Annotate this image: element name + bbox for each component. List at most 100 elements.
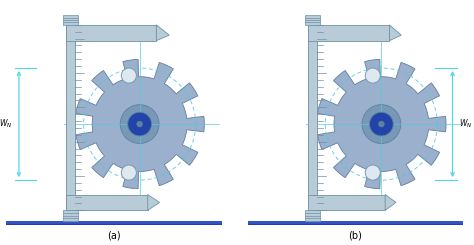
Bar: [248, 223, 463, 225]
Bar: [248, 222, 463, 224]
Bar: [248, 222, 463, 224]
Circle shape: [121, 68, 137, 83]
Bar: [248, 222, 463, 224]
Bar: [248, 222, 463, 225]
Bar: [248, 223, 463, 225]
Bar: [6, 222, 221, 224]
Bar: [248, 221, 463, 223]
Polygon shape: [148, 195, 160, 210]
Bar: [248, 222, 463, 225]
Polygon shape: [156, 25, 169, 41]
Polygon shape: [318, 59, 446, 189]
Bar: [248, 222, 463, 224]
Bar: [6, 223, 221, 225]
Bar: [248, 221, 463, 223]
Bar: [6, 223, 221, 225]
Bar: [248, 223, 463, 225]
Bar: [248, 222, 463, 224]
Bar: [248, 223, 463, 225]
Bar: [6, 223, 221, 225]
Bar: [248, 221, 463, 223]
Bar: [6, 223, 221, 225]
Bar: [6, 223, 221, 225]
Bar: [248, 223, 463, 225]
Bar: [6, 221, 221, 223]
Bar: [248, 222, 463, 224]
Bar: [6, 222, 221, 225]
Bar: [6, 221, 221, 223]
Bar: [6, 223, 221, 225]
Bar: [248, 222, 463, 224]
Bar: [308, 25, 390, 41]
Bar: [6, 223, 221, 225]
Bar: [248, 223, 463, 225]
Bar: [248, 222, 463, 224]
Bar: [248, 223, 463, 225]
Bar: [248, 222, 463, 224]
Circle shape: [137, 121, 143, 127]
Bar: [6, 222, 221, 224]
Bar: [6, 222, 221, 224]
Bar: [6, 221, 221, 223]
Bar: [6, 221, 221, 223]
Bar: [6, 223, 221, 225]
Bar: [248, 222, 463, 224]
Bar: [6, 222, 221, 224]
Bar: [248, 223, 463, 225]
Bar: [6, 223, 221, 225]
Bar: [6, 222, 221, 225]
Text: $W_N$: $W_N$: [0, 118, 12, 130]
Bar: [6, 222, 221, 224]
Bar: [248, 222, 463, 224]
Circle shape: [121, 165, 137, 180]
Bar: [248, 222, 463, 224]
Bar: [248, 222, 463, 225]
Bar: [6, 223, 221, 225]
Bar: [248, 223, 463, 225]
Bar: [248, 221, 463, 223]
Bar: [6, 222, 221, 224]
Bar: [248, 221, 463, 223]
Bar: [248, 223, 463, 225]
Bar: [248, 221, 463, 224]
Bar: [6, 222, 221, 224]
Circle shape: [370, 112, 393, 136]
Bar: [6, 221, 221, 223]
Bar: [6, 222, 221, 224]
Bar: [6, 223, 221, 225]
Bar: [6, 222, 221, 224]
Bar: [248, 221, 463, 224]
Bar: [248, 222, 463, 225]
Bar: [248, 223, 463, 225]
Bar: [6, 222, 221, 224]
Bar: [248, 221, 463, 223]
Bar: [6, 223, 221, 225]
Bar: [248, 223, 463, 225]
Bar: [6, 222, 221, 224]
Bar: [6, 222, 221, 224]
Bar: [6, 221, 221, 224]
Bar: [248, 223, 463, 225]
Bar: [6, 221, 221, 223]
Bar: [6, 223, 221, 225]
Bar: [6, 222, 221, 224]
Bar: [6, 221, 221, 223]
Bar: [6, 223, 221, 225]
Bar: [248, 222, 463, 224]
Bar: [6, 222, 221, 224]
Bar: [6, 221, 221, 223]
Bar: [6, 223, 221, 225]
Bar: [6, 223, 221, 225]
Bar: [248, 222, 463, 224]
Bar: [6, 223, 221, 225]
Bar: [6, 222, 221, 225]
Bar: [248, 223, 463, 225]
Bar: [248, 222, 463, 224]
Bar: [6, 221, 221, 223]
Bar: [248, 223, 463, 225]
Bar: [6, 223, 221, 225]
Bar: [6, 222, 221, 224]
Bar: [248, 222, 463, 225]
Bar: [248, 222, 463, 224]
Bar: [248, 221, 463, 224]
